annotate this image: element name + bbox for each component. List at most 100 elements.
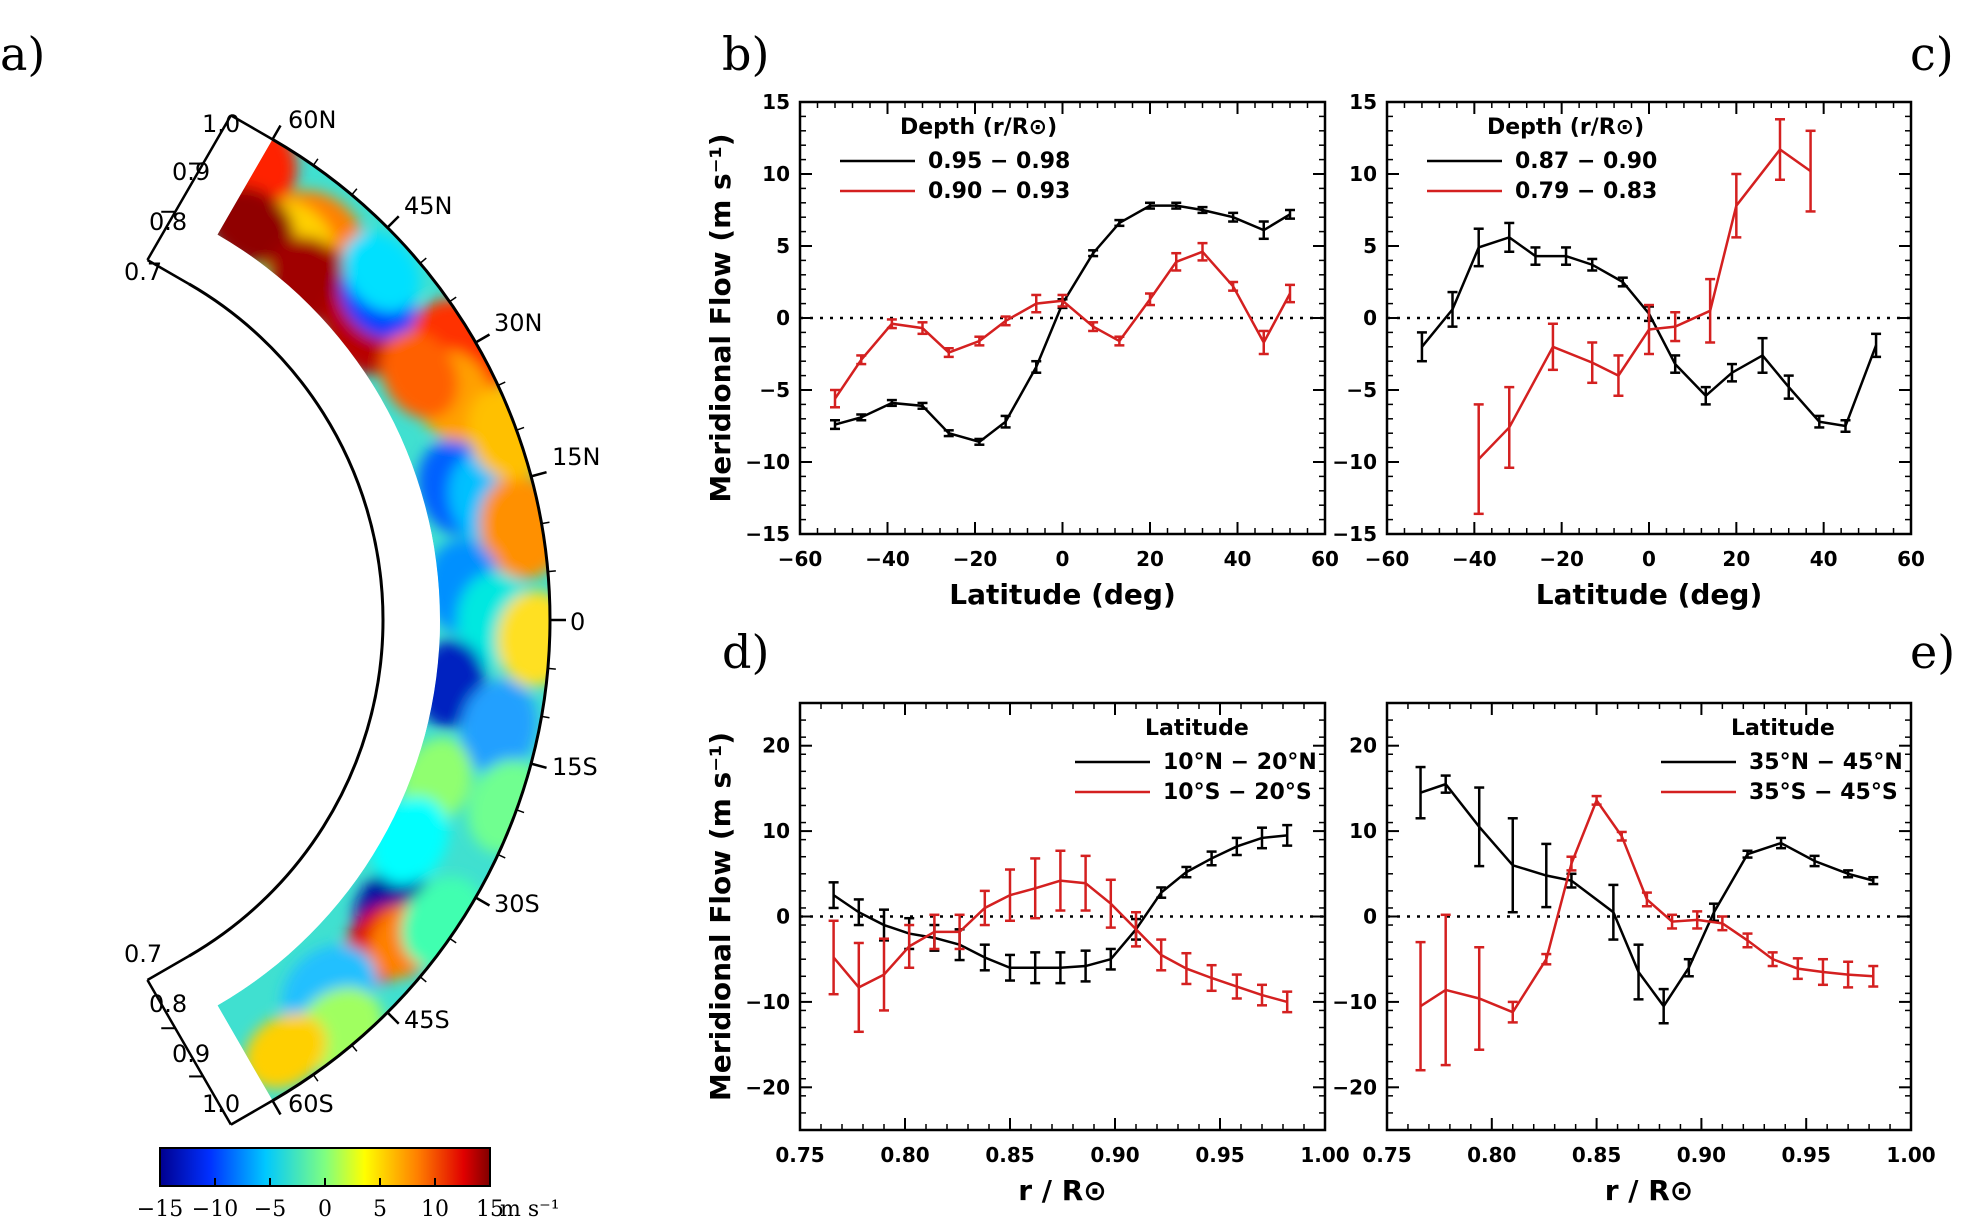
x-tick-label: 0.90 xyxy=(1677,1143,1726,1167)
x-tick-label: −40 xyxy=(865,547,910,571)
latitude-label-15N: 15N xyxy=(552,443,601,471)
x-tick-label: 40 xyxy=(1224,547,1252,571)
latitude-tick xyxy=(419,976,427,983)
panel-letter-a: a) xyxy=(0,27,45,81)
panel-c: −60 −40 −20 0 20 40 60 −15 −10 −5 0 5 10 15 Latitude (… xyxy=(1332,90,1925,611)
x-axis-label: Latitude (deg) xyxy=(1536,578,1763,611)
x-tick-label: 20 xyxy=(1722,547,1750,571)
y-tick-label: 20 xyxy=(762,734,790,758)
colorbar-unit: m s⁻¹ xyxy=(500,1197,560,1218)
y-tick-label: 10 xyxy=(1349,819,1377,843)
x-tick-label: 40 xyxy=(1810,547,1838,571)
y-tick-label: −10 xyxy=(1332,990,1377,1014)
y-tick-label: −10 xyxy=(745,990,790,1014)
panel-letter-d: d) xyxy=(722,625,769,679)
panel-a-wedge: 1.0 0.9 0.8 0.7 0.7 0.8 0.9 1.0 60N 45N … xyxy=(124,106,601,1126)
x-tick-label: 0.75 xyxy=(1362,1143,1411,1167)
y-tick-label: −20 xyxy=(745,1075,790,1099)
radius-scale-bottom-cap-outer xyxy=(230,1099,274,1126)
latitude-tick xyxy=(547,570,556,573)
y-tick-label: −10 xyxy=(1332,450,1377,474)
x-tick-label: 0.95 xyxy=(1195,1143,1244,1167)
heatmap-blob xyxy=(496,590,550,687)
radius-scale-top-cap-inner xyxy=(146,258,190,286)
legend-entry: 0.95 − 0.98 xyxy=(928,149,1070,174)
latitude-tick xyxy=(312,158,319,166)
latitude-label-45N: 45N xyxy=(404,192,453,220)
wedge-heatmap xyxy=(217,139,550,1101)
latitude-label-30N: 30N xyxy=(494,309,543,337)
legend-entry: 35°N − 45°N xyxy=(1749,750,1903,775)
x-axis-label: r / R⊙ xyxy=(1605,1174,1694,1207)
y-axis-label: Meridional Flow (m s⁻¹) xyxy=(704,133,737,502)
y-tick-label: 0 xyxy=(1363,306,1377,330)
x-tick-label: 20 xyxy=(1136,547,1164,571)
y-tick-label: 10 xyxy=(1349,162,1377,186)
heatmap-blob xyxy=(342,232,421,312)
legend-title: Latitude xyxy=(1145,716,1249,741)
latitude-label-0: 0 xyxy=(570,608,585,636)
y-tick-label: 10 xyxy=(762,819,790,843)
latitude-tick xyxy=(516,809,525,814)
tachocline-arc xyxy=(188,282,385,958)
y-tick-label: −5 xyxy=(1346,378,1377,402)
latitude-tick xyxy=(271,1100,282,1116)
x-tick-label: −60 xyxy=(778,547,823,571)
x-tick-label: 0.85 xyxy=(985,1143,1034,1167)
legend-title: Depth (r/R⊙) xyxy=(1487,115,1644,140)
panel-letter-b: b) xyxy=(722,27,769,81)
colorbar-tick-label: 15 xyxy=(476,1197,504,1218)
x-tick-label: 0.80 xyxy=(880,1143,929,1167)
heatmap-blob xyxy=(460,679,538,775)
wedge-outline xyxy=(271,138,552,1102)
legend-entry: 0.90 − 0.93 xyxy=(928,179,1070,204)
y-tick-label: −5 xyxy=(759,378,790,402)
latitude-tick xyxy=(475,896,491,907)
colorbar-tick-label: 5 xyxy=(373,1197,387,1218)
y-tick-label: 0 xyxy=(1363,905,1377,929)
y-tick-label: 0 xyxy=(776,905,790,929)
x-tick-label: −60 xyxy=(1365,547,1410,571)
colorbar-tick-label: −15 xyxy=(137,1197,183,1218)
heatmap-blob xyxy=(244,1013,327,1089)
latitude-tick xyxy=(312,1074,319,1082)
radius-label-top-1.0: 1.0 xyxy=(202,110,240,138)
x-axis-label: r / R⊙ xyxy=(1018,1174,1107,1207)
x-tick-label: 0.95 xyxy=(1782,1143,1831,1167)
latitude-label-30S: 30S xyxy=(494,890,540,918)
radius-label-bottom-0.7: 0.7 xyxy=(124,940,162,968)
latitude-tick xyxy=(271,124,282,140)
x-tick-label: 0 xyxy=(1642,547,1656,571)
latitude-tick xyxy=(475,333,491,344)
radius-label-top-0.9: 0.9 xyxy=(172,158,210,186)
latitude-tick xyxy=(449,296,457,303)
latitude-tick xyxy=(547,667,556,670)
y-tick-label: 20 xyxy=(1349,734,1377,758)
panel-d: 0.75 0.80 0.85 0.90 0.95 1.00 −20 −10 0 10 20 r / R… xyxy=(704,701,1350,1207)
x-tick-label: −20 xyxy=(953,547,998,571)
x-tick-label: −40 xyxy=(1452,547,1497,571)
panel-e: 0.75 0.80 0.85 0.90 0.95 1.00 −20 −10 0 10 20 r / R… xyxy=(1332,701,1936,1207)
x-tick-label: 0.80 xyxy=(1467,1143,1516,1167)
latitude-tick xyxy=(449,937,457,944)
y-tick-label: −15 xyxy=(745,522,790,546)
x-tick-label: 0 xyxy=(1056,547,1070,571)
latitude-tick xyxy=(386,215,400,229)
radius-scale-top-cap-outer xyxy=(230,114,274,141)
radius-label-bottom-0.9: 0.9 xyxy=(172,1040,210,1068)
latitude-label-15S: 15S xyxy=(552,753,598,781)
y-tick-label: 15 xyxy=(1349,90,1377,114)
radius-scale-bottom-axis xyxy=(146,979,233,1126)
latitude-tick xyxy=(497,381,506,387)
y-tick-label: 5 xyxy=(1363,234,1377,258)
panel-b: −60 −40 −20 0 20 40 60 −15 −10 −5 0 5 10 15 Latitude (… xyxy=(704,90,1339,611)
radius-label-top-0.7: 0.7 xyxy=(124,258,162,286)
panel-letter-c: c) xyxy=(1910,27,1954,81)
latitude-tick xyxy=(541,715,550,719)
latitude-tick xyxy=(530,762,547,769)
latitude-tick xyxy=(497,853,506,859)
latitude-tick xyxy=(386,1011,400,1025)
x-tick-label: 0.90 xyxy=(1090,1143,1139,1167)
heatmap-blob xyxy=(380,331,459,419)
series-line-e-0 xyxy=(1420,782,1874,1009)
